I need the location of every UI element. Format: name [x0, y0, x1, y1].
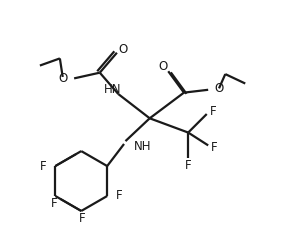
Text: F: F [51, 197, 57, 211]
Text: F: F [79, 213, 86, 225]
Text: O: O [58, 72, 68, 85]
Text: F: F [185, 159, 192, 172]
Text: O: O [118, 43, 127, 56]
Text: F: F [211, 141, 218, 154]
Text: O: O [214, 82, 223, 95]
Text: F: F [210, 105, 216, 118]
Text: HN: HN [104, 83, 121, 96]
Text: F: F [39, 159, 46, 173]
Text: F: F [116, 189, 123, 203]
Text: NH: NH [134, 140, 151, 153]
Text: O: O [158, 60, 167, 73]
